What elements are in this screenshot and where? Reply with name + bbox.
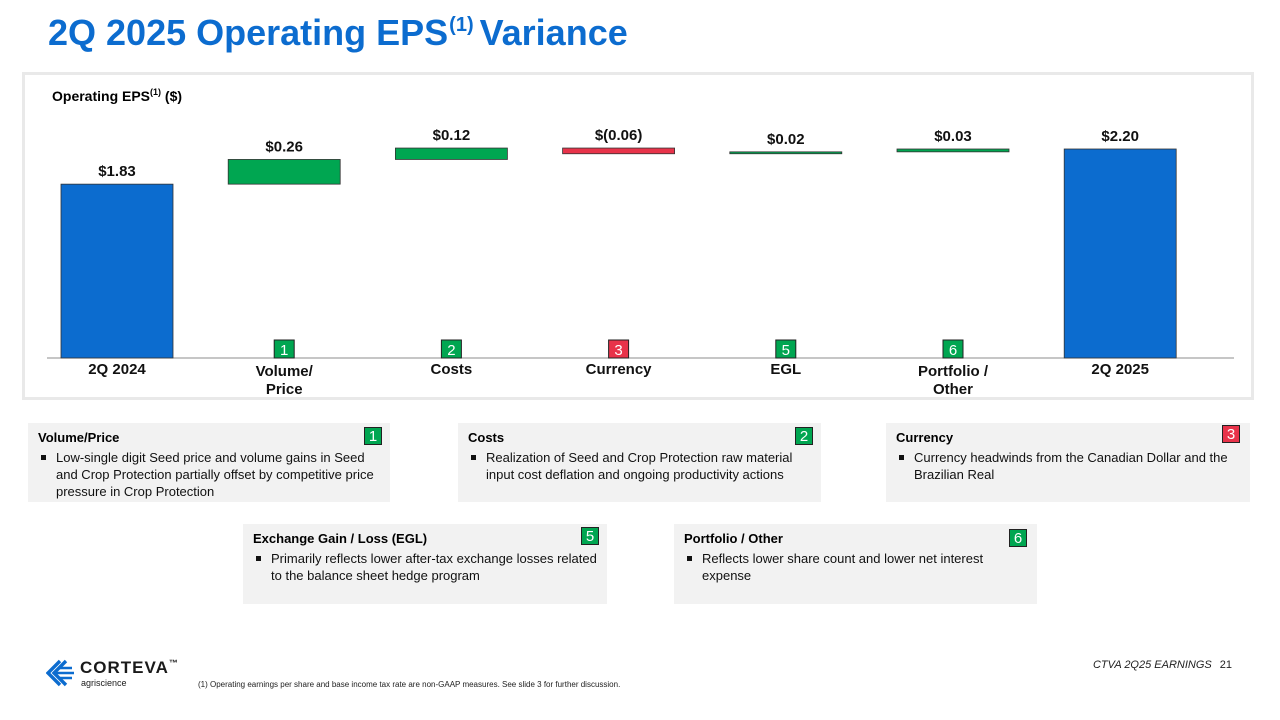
- axis-label-unit: ($): [164, 88, 183, 104]
- category-badge: [440, 339, 462, 359]
- waterfall-bar: [729, 151, 843, 155]
- card-badge: 2: [795, 427, 813, 445]
- card-volume-price: Volume/Price Low-single digit Seed price…: [28, 423, 390, 502]
- category-badge-number: 2: [447, 342, 455, 359]
- axis-label-sup: (1): [150, 87, 162, 97]
- data-label: $(0.06): [595, 127, 643, 144]
- card-bullet: Primarily reflects lower after-tax excha…: [253, 550, 597, 584]
- category-badge: [608, 339, 630, 359]
- category-badge-number: 6: [949, 342, 957, 359]
- waterfall-bar: [227, 159, 341, 185]
- category-badge: [775, 339, 797, 359]
- page-title: 2Q 2025 Operating EPS(1) Variance: [48, 12, 628, 54]
- waterfall-bar: [562, 147, 675, 155]
- category-label: Costs: [431, 361, 473, 378]
- waterfall-bar: [394, 147, 508, 160]
- card-portfolio-other: Portfolio / Other Reflects lower share c…: [674, 524, 1037, 604]
- logo-subtitle: agriscience: [81, 678, 127, 688]
- category-label: Volume/Price: [256, 363, 314, 398]
- waterfall-bar: [60, 183, 174, 359]
- category-badge-number: 3: [614, 342, 622, 359]
- card-costs: Costs Realization of Seed and Crop Prote…: [458, 423, 821, 502]
- card-title: Costs: [468, 430, 505, 445]
- page-number: 21: [1219, 659, 1232, 671]
- data-label: $2.20: [1101, 128, 1139, 145]
- card-badge: 6: [1009, 529, 1027, 547]
- data-label: $0.26: [265, 138, 303, 155]
- corteva-logo: CORTEVA™ agriscience: [46, 658, 196, 690]
- card-bullet: Realization of Seed and Crop Protection …: [468, 449, 811, 483]
- waterfall-bar: [1063, 148, 1177, 359]
- card-currency: Currency Currency headwinds from the Can…: [886, 423, 1250, 502]
- category-badge-number: 1: [280, 342, 288, 359]
- category-label: 2Q 2024: [88, 361, 146, 378]
- waterfall-bar: [896, 148, 1010, 153]
- logo-wordmark: CORTEVA™: [80, 658, 179, 677]
- page-title-suffix: Variance: [479, 12, 628, 53]
- data-label: $0.02: [767, 131, 805, 148]
- chart-frame: [22, 72, 1254, 400]
- page-title-sup: (1): [449, 14, 474, 36]
- data-label: $0.03: [934, 128, 972, 145]
- card-badge: 3: [1222, 425, 1240, 443]
- card-bullet: Currency headwinds from the Canadian Dol…: [896, 449, 1240, 483]
- category-label: Portfolio / Other: [918, 363, 989, 398]
- category-badge: [273, 339, 295, 359]
- footer-deck-name: CTVA 2Q25 EARNINGS: [1092, 659, 1212, 671]
- card-badge: 5: [581, 527, 599, 545]
- axis-label-text: Operating EPS: [52, 88, 151, 104]
- card-title: Volume/Price: [38, 430, 120, 445]
- category-label: Currency: [586, 361, 653, 378]
- card-title: Exchange Gain / Loss (EGL): [253, 531, 428, 546]
- card-egl: Exchange Gain / Loss (EGL) Primarily ref…: [243, 524, 607, 604]
- chart-axis-label: Operating EPS(1) ($): [52, 87, 182, 104]
- data-label: $1.83: [98, 163, 136, 180]
- waterfall-chart: $1.83 2Q 2024 $0.26 Volume/Price 1 $0.12 Costs…: [47, 127, 1234, 398]
- card-title: Currency: [896, 430, 954, 445]
- category-label: EGL: [770, 361, 801, 378]
- footer-label: CTVA 2Q25 EARNINGS 21: [1093, 659, 1232, 671]
- category-badge-number: 5: [782, 342, 790, 359]
- category-label: 2Q 2025: [1091, 361, 1149, 378]
- category-badge: [942, 339, 964, 359]
- card-title: Portfolio / Other: [684, 531, 783, 546]
- corteva-logo-icon: [46, 659, 74, 687]
- data-label: $0.12: [433, 127, 471, 144]
- card-badge: 1: [364, 427, 382, 445]
- footnote: (1) Operating earnings per share and bas…: [198, 680, 621, 689]
- card-bullet: Reflects lower share count and lower net…: [684, 550, 1027, 584]
- card-bullet: Low-single digit Seed price and volume g…: [38, 449, 380, 500]
- page-title-main: 2Q 2025 Operating EPS: [48, 12, 449, 53]
